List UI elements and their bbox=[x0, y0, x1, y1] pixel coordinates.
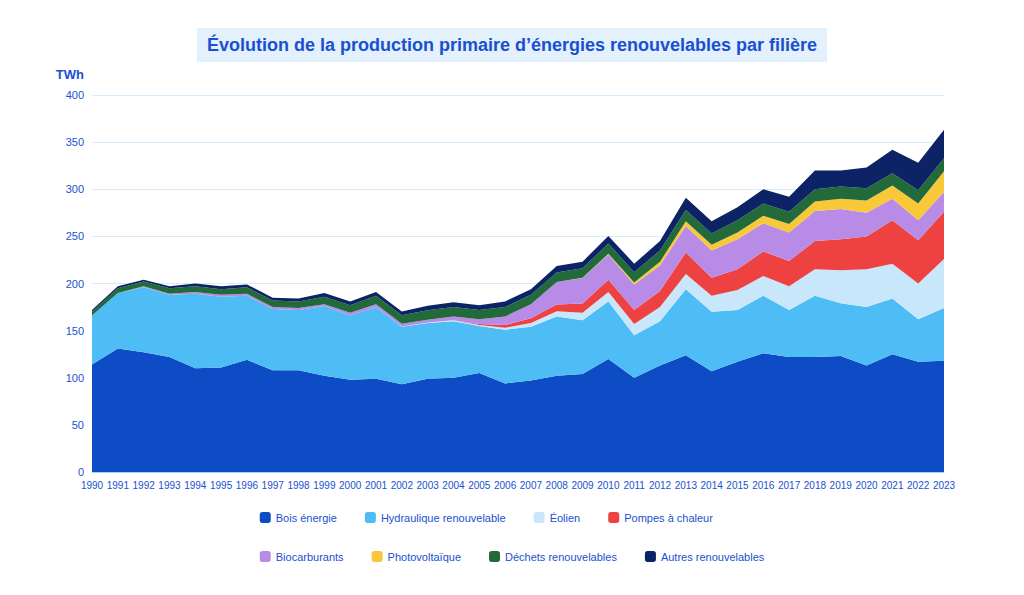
svg-text:Éolien: Éolien bbox=[550, 512, 581, 524]
svg-text:1996: 1996 bbox=[236, 480, 259, 491]
svg-text:2010: 2010 bbox=[597, 480, 620, 491]
svg-text:Autres renouvelables: Autres renouvelables bbox=[661, 551, 765, 563]
svg-text:2006: 2006 bbox=[494, 480, 517, 491]
svg-text:0: 0 bbox=[78, 466, 84, 478]
svg-text:150: 150 bbox=[66, 325, 84, 337]
svg-text:1990: 1990 bbox=[81, 480, 104, 491]
svg-text:2008: 2008 bbox=[546, 480, 569, 491]
svg-text:1998: 1998 bbox=[287, 480, 310, 491]
svg-text:2021: 2021 bbox=[881, 480, 904, 491]
svg-text:2016: 2016 bbox=[752, 480, 775, 491]
svg-text:2001: 2001 bbox=[365, 480, 388, 491]
svg-text:2023: 2023 bbox=[933, 480, 956, 491]
svg-text:Photovoltaïque: Photovoltaïque bbox=[388, 551, 461, 563]
svg-text:200: 200 bbox=[66, 278, 84, 290]
svg-text:Bois énergie: Bois énergie bbox=[276, 512, 337, 524]
svg-text:2014: 2014 bbox=[701, 480, 724, 491]
svg-text:100: 100 bbox=[66, 372, 84, 384]
svg-text:2020: 2020 bbox=[855, 480, 878, 491]
svg-text:2009: 2009 bbox=[571, 480, 594, 491]
svg-text:300: 300 bbox=[66, 183, 84, 195]
svg-text:Déchets renouvelables: Déchets renouvelables bbox=[505, 551, 617, 563]
svg-text:2017: 2017 bbox=[778, 480, 801, 491]
svg-text:1995: 1995 bbox=[210, 480, 233, 491]
svg-text:2013: 2013 bbox=[675, 480, 698, 491]
svg-text:1993: 1993 bbox=[158, 480, 181, 491]
svg-text:2002: 2002 bbox=[391, 480, 414, 491]
svg-text:1991: 1991 bbox=[107, 480, 130, 491]
svg-text:Pompes à chaleur: Pompes à chaleur bbox=[624, 512, 713, 524]
svg-text:2003: 2003 bbox=[417, 480, 440, 491]
svg-text:1994: 1994 bbox=[184, 480, 207, 491]
svg-text:250: 250 bbox=[66, 230, 84, 242]
svg-text:Hydraulique renouvelable: Hydraulique renouvelable bbox=[381, 512, 506, 524]
svg-text:Biocarburants: Biocarburants bbox=[276, 551, 344, 563]
svg-text:TWh: TWh bbox=[56, 67, 84, 82]
svg-text:1997: 1997 bbox=[262, 480, 285, 491]
svg-text:50: 50 bbox=[72, 419, 84, 431]
svg-text:400: 400 bbox=[66, 89, 84, 101]
svg-text:2012: 2012 bbox=[649, 480, 672, 491]
svg-text:2018: 2018 bbox=[804, 480, 827, 491]
svg-text:2019: 2019 bbox=[830, 480, 853, 491]
svg-text:2015: 2015 bbox=[726, 480, 749, 491]
svg-text:Évolution de la production pri: Évolution de la production primaire d’én… bbox=[207, 34, 817, 55]
svg-text:2004: 2004 bbox=[442, 480, 465, 491]
svg-text:2005: 2005 bbox=[468, 480, 491, 491]
svg-text:2022: 2022 bbox=[907, 480, 930, 491]
svg-text:350: 350 bbox=[66, 136, 84, 148]
svg-text:2007: 2007 bbox=[520, 480, 543, 491]
svg-text:2011: 2011 bbox=[623, 480, 645, 491]
svg-text:1999: 1999 bbox=[313, 480, 336, 491]
svg-text:1992: 1992 bbox=[133, 480, 156, 491]
svg-text:2000: 2000 bbox=[339, 480, 362, 491]
